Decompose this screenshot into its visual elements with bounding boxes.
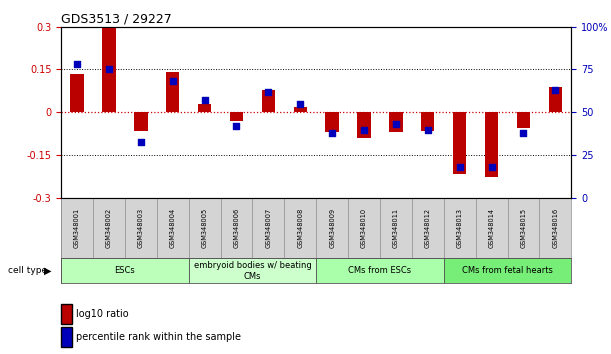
Bar: [357, 113, 371, 138]
Bar: [326, 113, 339, 132]
Bar: [230, 113, 243, 121]
Bar: [421, 113, 434, 131]
Text: GSM348013: GSM348013: [456, 209, 463, 248]
Text: percentile rank within the sample: percentile rank within the sample: [76, 332, 241, 342]
Bar: [380, 198, 412, 258]
Bar: [412, 198, 444, 258]
Text: ▶: ▶: [44, 266, 51, 276]
Bar: [125, 198, 157, 258]
Text: ESCs: ESCs: [114, 266, 135, 275]
Point: [168, 79, 178, 84]
Point: [232, 123, 241, 129]
Bar: [444, 198, 475, 258]
Point: [391, 121, 401, 127]
Text: GSM348008: GSM348008: [297, 208, 303, 249]
Text: GSM348010: GSM348010: [361, 208, 367, 249]
Text: GSM348011: GSM348011: [393, 209, 399, 248]
Bar: [61, 258, 189, 283]
Point: [455, 165, 464, 170]
Bar: [517, 113, 530, 128]
Point: [551, 87, 560, 93]
Point: [72, 62, 82, 67]
Bar: [444, 258, 571, 283]
Bar: [549, 87, 562, 113]
Text: GSM348005: GSM348005: [202, 208, 208, 249]
Bar: [189, 258, 316, 283]
Point: [519, 130, 529, 136]
Text: log10 ratio: log10 ratio: [76, 309, 129, 319]
Bar: [102, 28, 115, 113]
Bar: [166, 72, 180, 113]
Point: [423, 127, 433, 132]
Bar: [389, 113, 403, 132]
Point: [487, 165, 497, 170]
Text: GSM348001: GSM348001: [74, 208, 80, 249]
Text: CMs from ESCs: CMs from ESCs: [348, 266, 412, 275]
Bar: [485, 113, 498, 177]
Bar: [540, 198, 571, 258]
Text: GSM348003: GSM348003: [138, 208, 144, 249]
Text: GSM348002: GSM348002: [106, 208, 112, 249]
Point: [295, 101, 305, 107]
Bar: [508, 198, 540, 258]
Bar: [284, 198, 316, 258]
Text: GDS3513 / 29227: GDS3513 / 29227: [61, 12, 172, 25]
Point: [327, 130, 337, 136]
Bar: [93, 198, 125, 258]
Bar: [316, 198, 348, 258]
Text: GSM348006: GSM348006: [233, 208, 240, 249]
Point: [200, 98, 210, 103]
Text: GSM348012: GSM348012: [425, 208, 431, 249]
Point: [104, 67, 114, 72]
Bar: [293, 107, 307, 113]
Text: GSM348009: GSM348009: [329, 208, 335, 249]
Bar: [189, 198, 221, 258]
Text: embryoid bodies w/ beating
CMs: embryoid bodies w/ beating CMs: [194, 261, 311, 280]
Bar: [252, 198, 284, 258]
Bar: [157, 198, 189, 258]
Bar: [134, 113, 147, 131]
Point: [263, 89, 273, 95]
Text: GSM348016: GSM348016: [552, 208, 558, 249]
Point: [359, 127, 369, 132]
Text: GSM348007: GSM348007: [265, 208, 271, 249]
Text: GSM348004: GSM348004: [170, 208, 176, 249]
Bar: [70, 74, 84, 113]
Bar: [262, 90, 275, 113]
Text: GSM348014: GSM348014: [489, 208, 494, 249]
Bar: [198, 104, 211, 113]
Text: cell type: cell type: [8, 266, 47, 275]
Point: [136, 139, 145, 144]
Bar: [316, 258, 444, 283]
Text: GSM348015: GSM348015: [521, 208, 527, 249]
Bar: [221, 198, 252, 258]
Bar: [61, 198, 93, 258]
Bar: [348, 198, 380, 258]
Bar: [475, 198, 508, 258]
Text: CMs from fetal hearts: CMs from fetal hearts: [462, 266, 553, 275]
Bar: [453, 113, 466, 174]
